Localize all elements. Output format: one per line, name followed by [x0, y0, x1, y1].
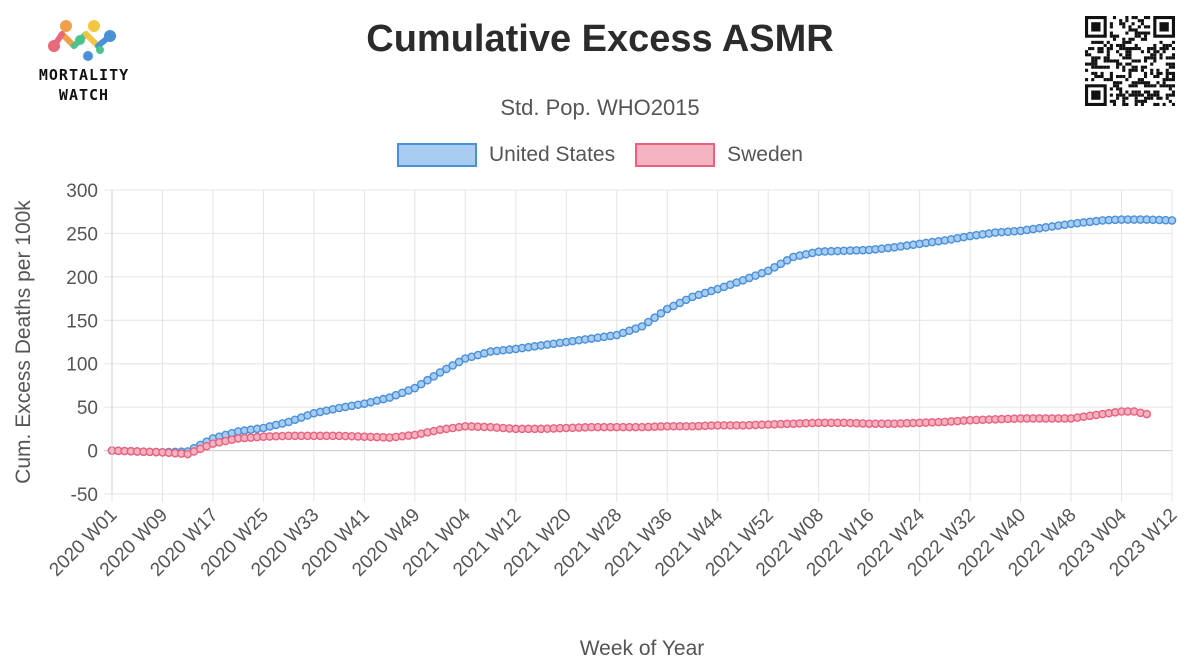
chart-series — [107, 215, 1177, 459]
data-point[interactable] — [1167, 216, 1177, 225]
y-tick-label: 0 — [87, 442, 98, 463]
y-tick-label: 200 — [66, 268, 98, 289]
y-axis-title: Cum. Excess Deaths per 100k — [12, 200, 35, 484]
data-point[interactable] — [1142, 409, 1152, 419]
y-tick-label: 300 — [66, 181, 98, 202]
chart-title: Cumulative Excess ASMR — [366, 18, 834, 60]
data-point[interactable] — [763, 266, 773, 276]
chart-grid — [104, 189, 1173, 502]
data-point[interactable] — [454, 357, 464, 367]
data-point[interactable] — [410, 383, 420, 393]
legend-label-sweden: Sweden — [727, 143, 803, 166]
data-point[interactable] — [656, 309, 666, 318]
mortality-watch-logo: MORTALITY WATCH — [14, 14, 154, 114]
qr-code-icon — [1085, 16, 1175, 106]
y-tick-label: 50 — [77, 398, 98, 419]
data-point[interactable] — [423, 375, 432, 385]
data-point[interactable] — [644, 317, 653, 327]
legend-swatch-united-states — [397, 143, 478, 167]
chart-legend: United States Sweden — [0, 143, 1200, 167]
data-point[interactable] — [416, 379, 426, 389]
data-point[interactable] — [448, 361, 458, 370]
y-tick-label: 250 — [66, 224, 98, 245]
data-point[interactable] — [782, 256, 792, 265]
data-point[interactable] — [429, 372, 439, 381]
data-point[interactable] — [637, 322, 647, 331]
legend-swatch-sweden — [635, 143, 716, 167]
chart-subtitle: Std. Pop. WHO2015 — [500, 95, 700, 120]
data-point[interactable] — [770, 262, 779, 272]
y-tick-label: -50 — [71, 485, 98, 506]
x-axis-title: Week of Year — [580, 637, 705, 660]
data-point[interactable] — [776, 259, 786, 269]
logo-mark-icon — [48, 20, 116, 61]
logo-word-bottom: WATCH — [58, 86, 110, 104]
qr-code[interactable] — [1085, 16, 1175, 106]
y-tick-label: 100 — [66, 355, 98, 376]
y-tick-label: 150 — [66, 311, 98, 332]
logo-word-top: MORTALITY — [38, 66, 130, 84]
legend-label-united-states: United States — [489, 143, 616, 166]
legend-item-united-states[interactable]: United States — [397, 143, 615, 167]
data-point[interactable] — [650, 313, 659, 322]
data-point[interactable] — [435, 368, 445, 377]
legend-item-sweden[interactable]: Sweden — [635, 143, 803, 167]
data-point[interactable] — [442, 364, 451, 374]
